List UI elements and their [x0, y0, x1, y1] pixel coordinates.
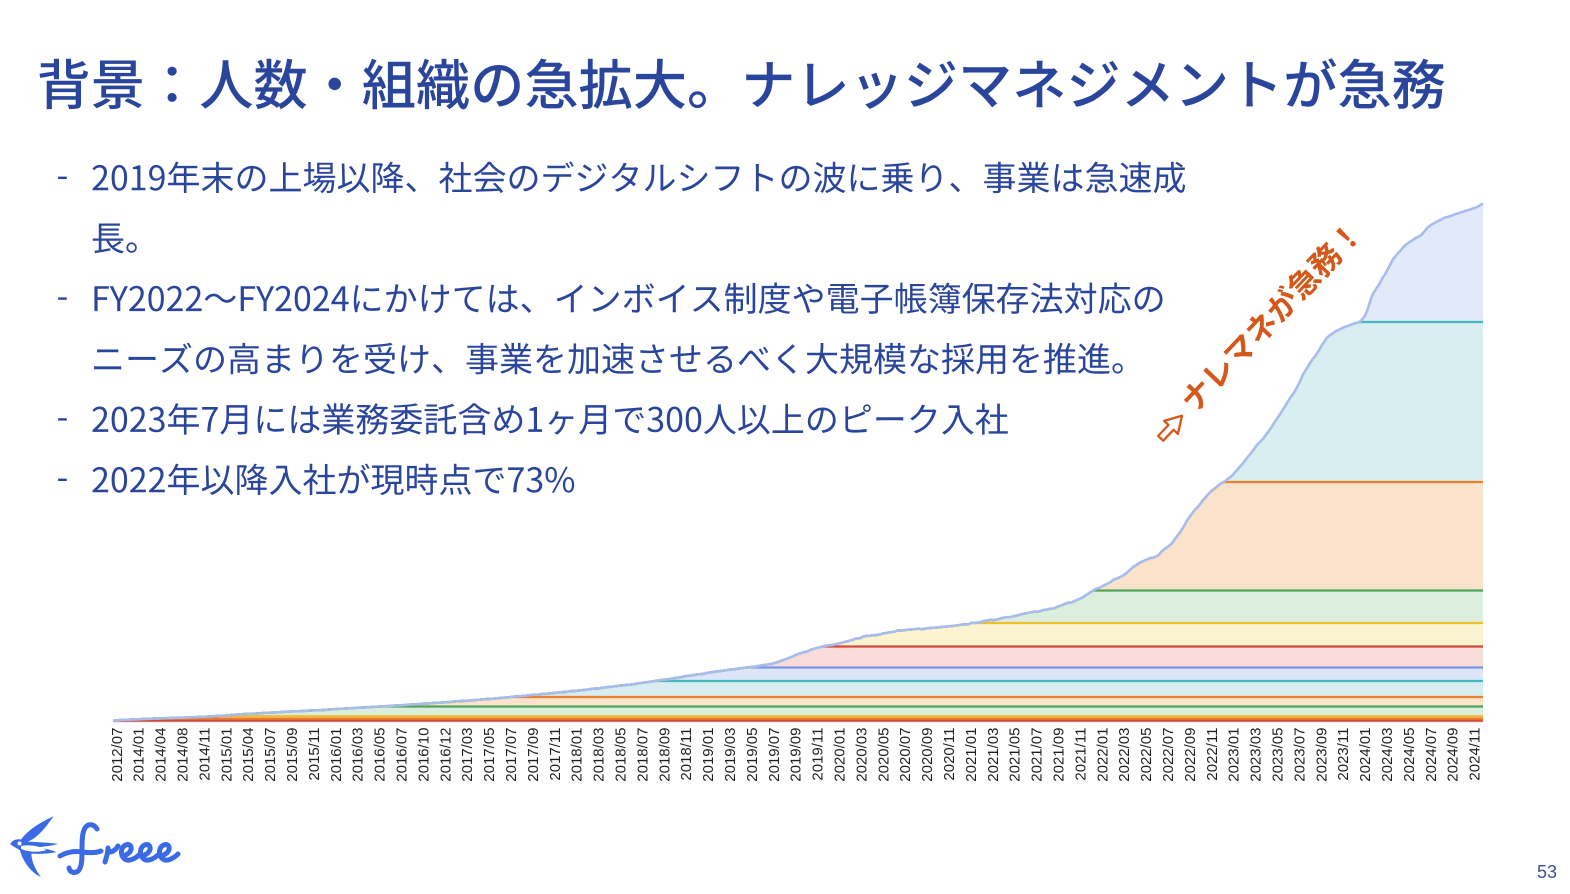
svg-text:2022/01: 2022/01: [1094, 728, 1111, 782]
svg-text:2024/01: 2024/01: [1357, 728, 1374, 782]
svg-text:2023/03: 2023/03: [1248, 728, 1265, 782]
svg-text:2014/04: 2014/04: [153, 728, 170, 782]
svg-text:2024/07: 2024/07: [1423, 728, 1440, 782]
svg-text:2021/07: 2021/07: [1029, 728, 1046, 782]
svg-text:2015/07: 2015/07: [262, 728, 279, 782]
svg-text:2023/11: 2023/11: [1335, 728, 1352, 781]
svg-text:2022/05: 2022/05: [1138, 728, 1155, 782]
svg-text:2023/05: 2023/05: [1270, 728, 1287, 782]
svg-text:2021/11: 2021/11: [1072, 728, 1089, 781]
svg-text:2017/09: 2017/09: [525, 728, 542, 782]
svg-text:2014/11: 2014/11: [196, 728, 213, 781]
svg-text:2018/05: 2018/05: [613, 728, 630, 782]
svg-text:2018/03: 2018/03: [591, 728, 608, 782]
svg-text:2020/03: 2020/03: [853, 728, 870, 782]
svg-text:2020/07: 2020/07: [897, 728, 914, 782]
svg-text:2021/05: 2021/05: [1007, 727, 1024, 781]
svg-text:2012/07: 2012/07: [109, 728, 126, 782]
svg-text:2016/12: 2016/12: [437, 728, 454, 782]
svg-text:2022/07: 2022/07: [1160, 728, 1177, 782]
svg-text:2021/09: 2021/09: [1051, 728, 1068, 782]
svg-text:2020/11: 2020/11: [941, 728, 958, 781]
svg-text:2017/05: 2017/05: [481, 728, 498, 782]
svg-text:2014/01: 2014/01: [131, 728, 148, 782]
svg-text:2015/11: 2015/11: [306, 728, 323, 781]
svg-text:2020/01: 2020/01: [832, 728, 849, 782]
svg-text:2016/01: 2016/01: [328, 728, 345, 782]
svg-text:2018/11: 2018/11: [678, 728, 695, 781]
svg-text:2017/11: 2017/11: [547, 728, 564, 781]
svg-text:2019/11: 2019/11: [810, 728, 827, 781]
svg-text:2024/05: 2024/05: [1401, 728, 1418, 782]
svg-text:2019/05: 2019/05: [744, 728, 761, 782]
svg-text:2023/01: 2023/01: [1226, 728, 1243, 782]
svg-text:2016/03: 2016/03: [350, 728, 367, 782]
svg-text:2024/11: 2024/11: [1467, 728, 1484, 781]
svg-text:2016/10: 2016/10: [415, 728, 432, 782]
svg-text:2017/07: 2017/07: [503, 728, 520, 782]
svg-text:2014/08: 2014/08: [175, 728, 192, 782]
svg-text:2016/05: 2016/05: [372, 728, 389, 782]
svg-text:2018/07: 2018/07: [634, 728, 651, 782]
svg-text:2019/09: 2019/09: [788, 728, 805, 782]
svg-text:53: 53: [1537, 862, 1557, 882]
svg-text:2020/05: 2020/05: [875, 728, 892, 782]
svg-text:2015/09: 2015/09: [284, 728, 301, 782]
svg-text:2019/07: 2019/07: [766, 728, 783, 782]
svg-text:2020/09: 2020/09: [919, 728, 936, 782]
svg-text:2021/01: 2021/01: [963, 728, 980, 782]
svg-text:2021/03: 2021/03: [985, 728, 1002, 782]
svg-text:2023/09: 2023/09: [1313, 728, 1330, 782]
svg-text:2022/03: 2022/03: [1116, 728, 1133, 782]
svg-text:2019/01: 2019/01: [700, 728, 717, 782]
svg-text:2022/11: 2022/11: [1204, 728, 1221, 781]
svg-text:2019/03: 2019/03: [722, 728, 739, 782]
svg-text:2018/01: 2018/01: [569, 728, 586, 782]
svg-text:2022/09: 2022/09: [1182, 728, 1199, 782]
svg-text:2017/03: 2017/03: [459, 728, 476, 782]
svg-text:2016/07: 2016/07: [394, 728, 411, 782]
svg-text:2018/09: 2018/09: [656, 728, 673, 782]
svg-text:2023/07: 2023/07: [1291, 728, 1308, 782]
svg-text:2015/01: 2015/01: [218, 728, 235, 782]
svg-text:2024/03: 2024/03: [1379, 728, 1396, 782]
svg-text:2024/09: 2024/09: [1445, 728, 1462, 782]
svg-text:2015/04: 2015/04: [240, 728, 257, 782]
